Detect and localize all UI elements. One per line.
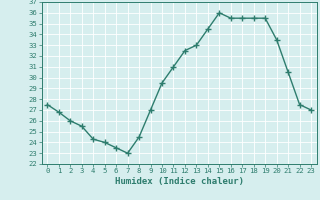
X-axis label: Humidex (Indice chaleur): Humidex (Indice chaleur) bbox=[115, 177, 244, 186]
